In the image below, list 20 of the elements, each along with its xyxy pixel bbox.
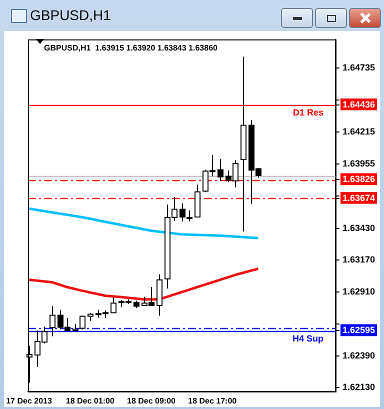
- x-tick-label: 17 Dec 2013: [6, 396, 52, 406]
- y-tick-label: 1.62595: [342, 325, 376, 336]
- y-tick-label: 1.64215: [342, 126, 376, 136]
- ref-line-label: D1 Res: [292, 107, 324, 118]
- y-tick-label: 1.64436: [342, 99, 376, 110]
- x-tick-label: 18 Dec 17:00: [188, 396, 238, 406]
- y-tick-label: 1.64735: [342, 62, 376, 73]
- text: GBPUSD,H1 1.63915 1.63920 1.63843 1.63860: [44, 44, 218, 53]
- y-tick-label: 1.63826: [342, 174, 376, 184]
- y-tick-label: 1.63170: [342, 254, 376, 265]
- y-tick-label: 1.62390: [342, 350, 376, 360]
- x-tick-label: 18 Dec 09:00: [127, 396, 176, 406]
- y-tick-label: 1.63674: [342, 192, 376, 203]
- y-tick-label: 1.62130: [342, 382, 376, 392]
- chart-title: GBPUSD,H1: [30, 7, 111, 23]
- ref-line-label: H4 Sup: [292, 333, 324, 344]
- y-tick-label: 1.63955: [342, 158, 376, 168]
- y-tick-label: 1.62910: [342, 286, 376, 297]
- y-tick-label: 1.63430: [342, 222, 376, 233]
- x-tick-label: 18 Dec 01:00: [66, 396, 115, 406]
